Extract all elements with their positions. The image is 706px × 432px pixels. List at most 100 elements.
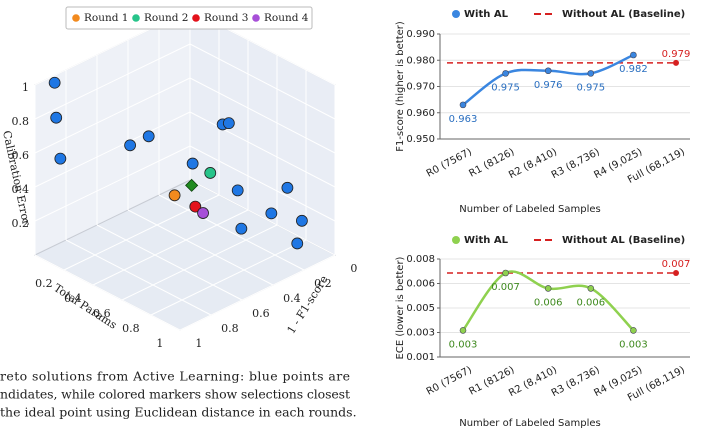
grid-line	[34, 43, 191, 120]
legend-label: Without AL (Baseline)	[562, 9, 685, 20]
data-point	[587, 70, 595, 77]
data-point	[544, 67, 552, 75]
y-tick-label: 0.006	[406, 279, 435, 290]
data-point	[587, 285, 595, 292]
y-axis-title: ECE (lower is better)	[395, 256, 406, 359]
candidate-point	[142, 130, 155, 143]
legend-marker	[452, 10, 460, 18]
legend-label: Round 3	[204, 12, 249, 24]
baseline-point	[673, 270, 679, 276]
data-point	[544, 285, 552, 292]
grid-line	[189, 145, 336, 222]
y-tick-label: 0.6	[252, 307, 270, 320]
y-tick-label: 0.001	[406, 352, 435, 363]
legend-label: With AL	[464, 235, 509, 246]
candidate-point	[124, 139, 137, 152]
grid-line	[34, 145, 191, 222]
baseline-label: 0.979	[662, 49, 691, 60]
y-tick-label: 0.960	[406, 108, 435, 119]
round-point	[204, 167, 217, 179]
data-point	[630, 327, 637, 334]
grid-line	[189, 111, 336, 188]
legend-marker	[132, 14, 140, 22]
x-tick-label: R0 (7567)	[425, 147, 474, 180]
grid-line	[65, 239, 212, 316]
grid-line	[92, 209, 249, 286]
round-point	[189, 200, 202, 213]
legend-label: Round 2	[144, 12, 189, 24]
y-axis-title: F1-score (higher is better)	[395, 21, 406, 152]
data-label: 0.975	[576, 82, 605, 93]
x-tick-label: R0 (7567)	[425, 365, 474, 398]
caption-line: reto solutions from Active Learning: blu…	[0, 369, 350, 384]
round-point	[197, 207, 209, 219]
data-label: 0.976	[534, 80, 563, 91]
candidate-point	[281, 181, 294, 194]
data-point	[630, 51, 637, 59]
candidate-point	[295, 214, 308, 227]
x-tick-label: 0.6	[93, 307, 111, 320]
grid-line	[189, 43, 336, 120]
candidate-point	[265, 207, 278, 220]
x-tick-label: 0.4	[64, 292, 82, 305]
y-tick-label: 0.990	[406, 29, 435, 40]
z-tick-label: 0.4	[12, 183, 30, 196]
grid-line	[150, 239, 307, 316]
z-axis-title: Calibration Error	[0, 129, 33, 227]
round-point	[168, 189, 181, 202]
legend-box	[65, 6, 313, 30]
data-point	[459, 101, 467, 109]
grid-line	[34, 77, 191, 154]
data-point	[502, 70, 509, 77]
legend-marker	[252, 14, 260, 22]
baseline-label: 0.007	[662, 259, 691, 270]
y-tick-label: 0.005	[406, 303, 435, 314]
grid-line	[34, 111, 191, 188]
legend-label: Round 1	[84, 12, 129, 24]
y-tick-label: 0.4	[283, 292, 301, 305]
candidate-point	[54, 152, 67, 165]
candidate-point	[235, 222, 248, 235]
candidate-point	[231, 184, 244, 197]
caption-line: ndidates, while colored markers show sel…	[0, 387, 350, 402]
data-label: 0.975	[491, 82, 520, 93]
z-tick-label: 0.2	[12, 217, 30, 230]
grid-line	[189, 77, 336, 154]
candidate-point	[222, 117, 235, 130]
data-label: 0.982	[619, 64, 648, 75]
legend-label: With AL	[464, 9, 509, 20]
data-point	[459, 327, 467, 334]
y-tick-label: 0	[350, 262, 357, 275]
grid-line	[96, 224, 243, 301]
grid-line	[189, 179, 336, 256]
legend-label: Without AL (Baseline)	[562, 235, 685, 246]
y-tick-label: 0.950	[406, 134, 435, 145]
y-tick-label: 0.2	[314, 277, 332, 290]
grid-line	[127, 209, 274, 286]
candidate-point	[186, 157, 199, 170]
y-tick-label: 0.8	[221, 322, 239, 335]
x-tick-label: 0.2	[35, 277, 53, 290]
baseline-point	[673, 59, 679, 66]
y-tick-label: 0.003	[406, 328, 435, 339]
y-tick-label: 0.980	[406, 55, 435, 66]
x-tick-label: 1	[156, 337, 163, 350]
ideal-point	[185, 178, 199, 192]
z-tick-label: 0.8	[12, 115, 30, 128]
z-tick-label: 1	[22, 81, 29, 94]
legend-marker	[72, 14, 80, 22]
data-label: 0.003	[619, 339, 648, 350]
x-tick-label: 0.8	[122, 322, 140, 335]
candidate-point	[291, 237, 304, 250]
data-label: 0.003	[449, 339, 478, 350]
candidate-point	[50, 111, 63, 124]
grid-line	[158, 194, 305, 271]
data-label: 0.963	[449, 114, 478, 125]
x-axis-title: Number of Labeled Samples	[459, 204, 601, 215]
grid-line	[179, 254, 336, 331]
z-tick-label: 0.6	[12, 149, 30, 162]
legend-marker	[452, 236, 460, 244]
caption-line: the ideal point using Euclidean distance…	[0, 405, 357, 420]
